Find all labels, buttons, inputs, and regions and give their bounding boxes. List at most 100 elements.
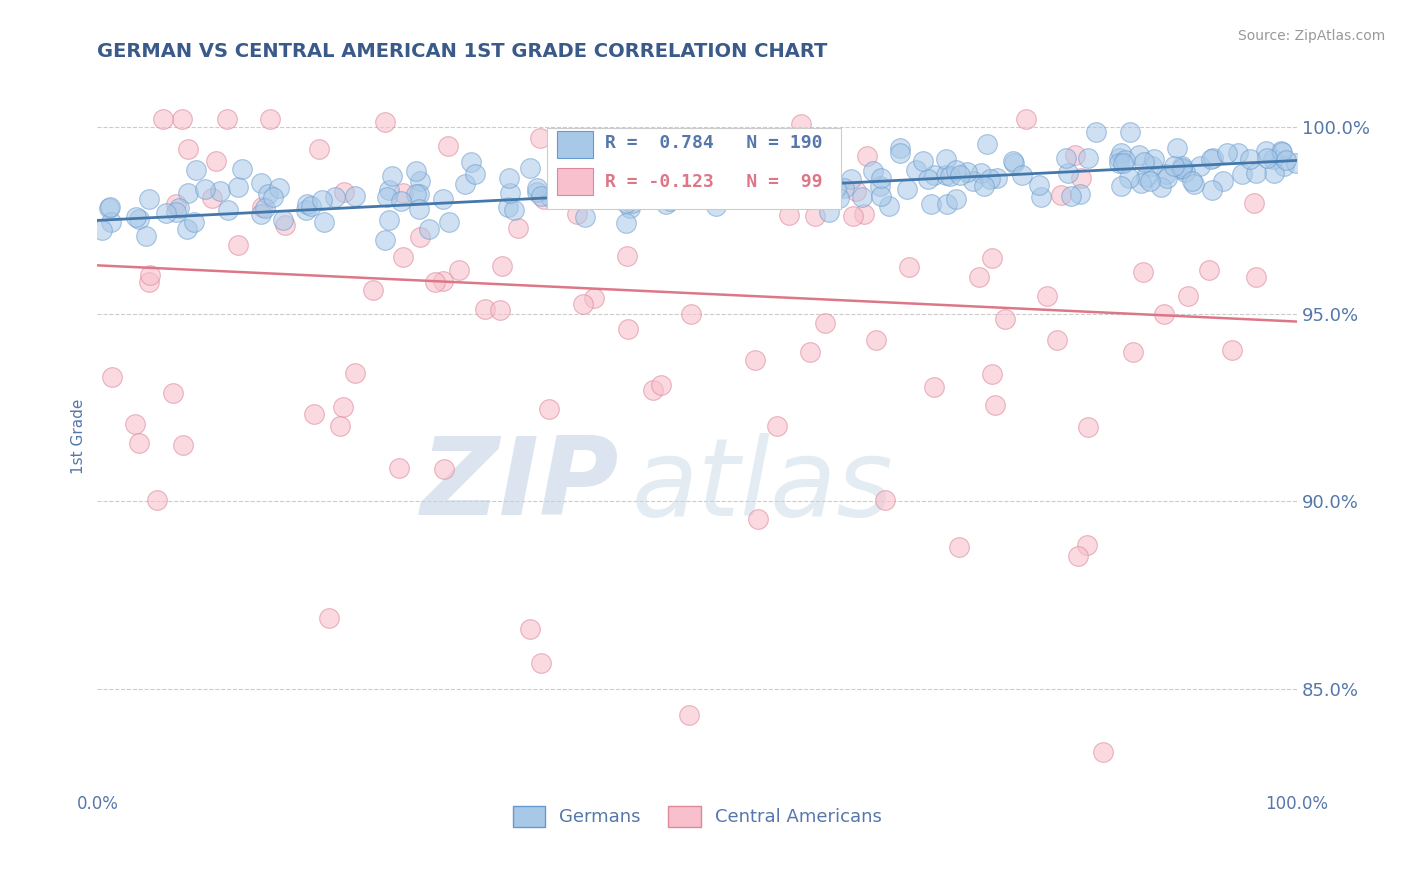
- Point: [433, 462, 456, 476]
- Point: [1046, 334, 1069, 348]
- Point: [832, 180, 855, 194]
- Point: [170, 112, 193, 127]
- Point: [613, 160, 636, 174]
- Text: R =  0.784   N = 190: R = 0.784 N = 190: [605, 135, 823, 153]
- Point: [935, 168, 957, 182]
- Point: [571, 296, 593, 310]
- Point: [172, 438, 194, 452]
- Point: [1028, 178, 1050, 192]
- Point: [332, 400, 354, 414]
- Point: [855, 149, 877, 163]
- Point: [1135, 170, 1157, 185]
- Point: [1272, 159, 1295, 173]
- Point: [176, 142, 198, 156]
- Point: [165, 204, 187, 219]
- Point: [938, 169, 960, 183]
- Point: [870, 170, 893, 185]
- Point: [873, 493, 896, 508]
- Point: [489, 303, 512, 318]
- Point: [1163, 159, 1185, 173]
- Point: [294, 202, 316, 217]
- Point: [679, 307, 702, 321]
- Point: [624, 176, 647, 190]
- Text: R = -0.123   N =  99: R = -0.123 N = 99: [605, 173, 823, 191]
- Point: [1077, 420, 1099, 434]
- Point: [1188, 160, 1211, 174]
- Point: [824, 180, 846, 194]
- Point: [979, 172, 1001, 186]
- Point: [464, 167, 486, 181]
- Point: [1011, 168, 1033, 182]
- Point: [1108, 152, 1130, 166]
- Point: [981, 251, 1004, 265]
- Point: [418, 222, 440, 236]
- Point: [231, 162, 253, 177]
- Point: [124, 417, 146, 432]
- Point: [790, 117, 813, 131]
- Point: [1270, 144, 1292, 158]
- Point: [643, 383, 665, 397]
- Point: [1244, 270, 1267, 285]
- Point: [1119, 126, 1142, 140]
- Point: [1070, 171, 1092, 186]
- Point: [678, 708, 700, 723]
- Point: [1227, 145, 1250, 160]
- Point: [388, 461, 411, 475]
- Point: [803, 209, 825, 223]
- Point: [302, 407, 325, 421]
- Point: [706, 172, 728, 186]
- Point: [474, 302, 496, 317]
- Point: [378, 183, 401, 197]
- Point: [259, 112, 281, 127]
- Point: [576, 186, 599, 201]
- Point: [1002, 156, 1025, 170]
- Point: [1133, 155, 1156, 169]
- Point: [194, 182, 217, 196]
- Point: [343, 366, 366, 380]
- Point: [138, 275, 160, 289]
- Point: [409, 230, 432, 244]
- Point: [138, 268, 160, 282]
- Point: [1076, 538, 1098, 552]
- Point: [1174, 165, 1197, 179]
- Point: [666, 175, 689, 189]
- Point: [217, 112, 239, 127]
- Point: [374, 233, 396, 247]
- Point: [1244, 166, 1267, 180]
- Point: [1271, 145, 1294, 160]
- Point: [799, 173, 821, 187]
- Point: [498, 171, 520, 186]
- Text: atlas: atlas: [631, 433, 893, 538]
- Point: [146, 493, 169, 508]
- Point: [744, 352, 766, 367]
- Point: [432, 274, 454, 288]
- Point: [1153, 307, 1175, 321]
- Point: [637, 154, 659, 169]
- Point: [643, 167, 665, 181]
- Point: [1077, 152, 1099, 166]
- Point: [980, 367, 1002, 381]
- Point: [1060, 188, 1083, 202]
- Point: [621, 196, 644, 211]
- Point: [405, 187, 427, 202]
- Point: [986, 170, 1008, 185]
- Point: [763, 167, 786, 181]
- Point: [432, 192, 454, 206]
- Point: [1118, 171, 1140, 186]
- Point: [312, 215, 335, 229]
- Point: [392, 186, 415, 200]
- Point: [1261, 152, 1284, 166]
- Point: [984, 399, 1007, 413]
- Point: [673, 180, 696, 194]
- Point: [1181, 174, 1204, 188]
- Point: [374, 114, 396, 128]
- Point: [1263, 166, 1285, 180]
- Point: [138, 193, 160, 207]
- Point: [956, 165, 979, 179]
- Point: [828, 191, 851, 205]
- Point: [1130, 176, 1153, 190]
- Point: [100, 215, 122, 229]
- Point: [405, 164, 427, 178]
- FancyBboxPatch shape: [557, 130, 593, 158]
- Point: [613, 169, 636, 184]
